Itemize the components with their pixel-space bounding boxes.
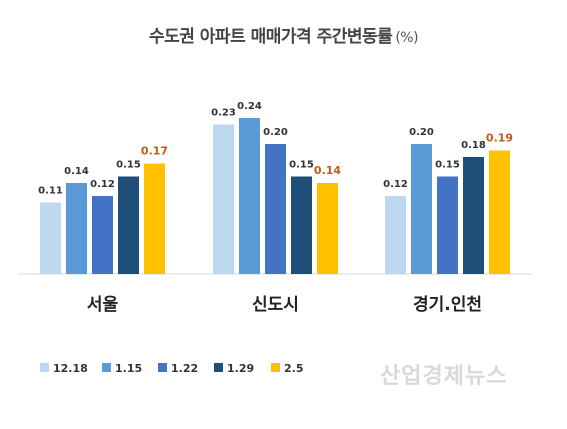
- legend-swatch: [214, 363, 223, 372]
- legend-swatch: [102, 363, 111, 372]
- bar-2.5-서울: [144, 163, 165, 274]
- data-label: 0.14: [314, 164, 341, 177]
- data-label: 0.12: [90, 179, 115, 190]
- legend-swatch: [271, 363, 280, 372]
- chart-title-unit: (%): [395, 30, 419, 46]
- bar-1.22-경기.인천: [437, 176, 458, 274]
- legend-label: 1.22: [171, 362, 198, 375]
- legend-label: 1.29: [227, 362, 254, 375]
- data-label: 0.12: [383, 179, 408, 190]
- data-label: 0.15: [435, 160, 460, 171]
- bar-1.15-신도시: [239, 118, 260, 274]
- legend-label: 1.15: [115, 362, 142, 375]
- bar-1.29-경기.인천: [463, 157, 484, 274]
- bar-2.5-경기.인천: [489, 150, 510, 274]
- bar-2.5-신도시: [317, 183, 338, 274]
- bar-12.18-서울: [40, 202, 61, 274]
- legend-label: 12.18: [53, 362, 88, 375]
- legend-swatch: [158, 363, 167, 372]
- bar-1.15-서울: [66, 183, 87, 274]
- legend-label: 2.5: [284, 362, 304, 375]
- data-label: 0.24: [237, 101, 262, 112]
- data-label: 0.14: [64, 166, 89, 177]
- legend-swatch: [40, 363, 49, 372]
- bar-1.22-신도시: [265, 144, 286, 274]
- watermark: 산업경제뉴스: [380, 364, 508, 389]
- category-label: 경기.인천: [413, 295, 482, 315]
- data-label: 0.15: [289, 160, 314, 171]
- category-label: 신도시: [252, 295, 299, 315]
- bar-1.15-경기.인천: [411, 144, 432, 274]
- data-label: 0.20: [263, 127, 288, 138]
- category-label: 서울: [87, 295, 119, 315]
- data-label: 0.11: [38, 186, 63, 197]
- data-label: 0.19: [486, 132, 513, 145]
- chart-title-text: 수도권 아파트 매매가격 주간변동률: [148, 27, 393, 47]
- bar-12.18-신도시: [213, 124, 234, 274]
- bar-12.18-경기.인천: [385, 196, 406, 274]
- bar-1.22-서울: [92, 196, 113, 274]
- data-label: 0.18: [461, 140, 486, 151]
- chart-title: 수도권 아파트 매매가격 주간변동률 (%): [0, 22, 567, 47]
- data-label: 0.17: [141, 145, 168, 158]
- bar-1.29-신도시: [291, 176, 312, 274]
- bar-1.29-서울: [118, 176, 139, 274]
- data-label: 0.15: [116, 160, 141, 171]
- data-label: 0.20: [409, 127, 434, 138]
- data-label: 0.23: [211, 108, 236, 119]
